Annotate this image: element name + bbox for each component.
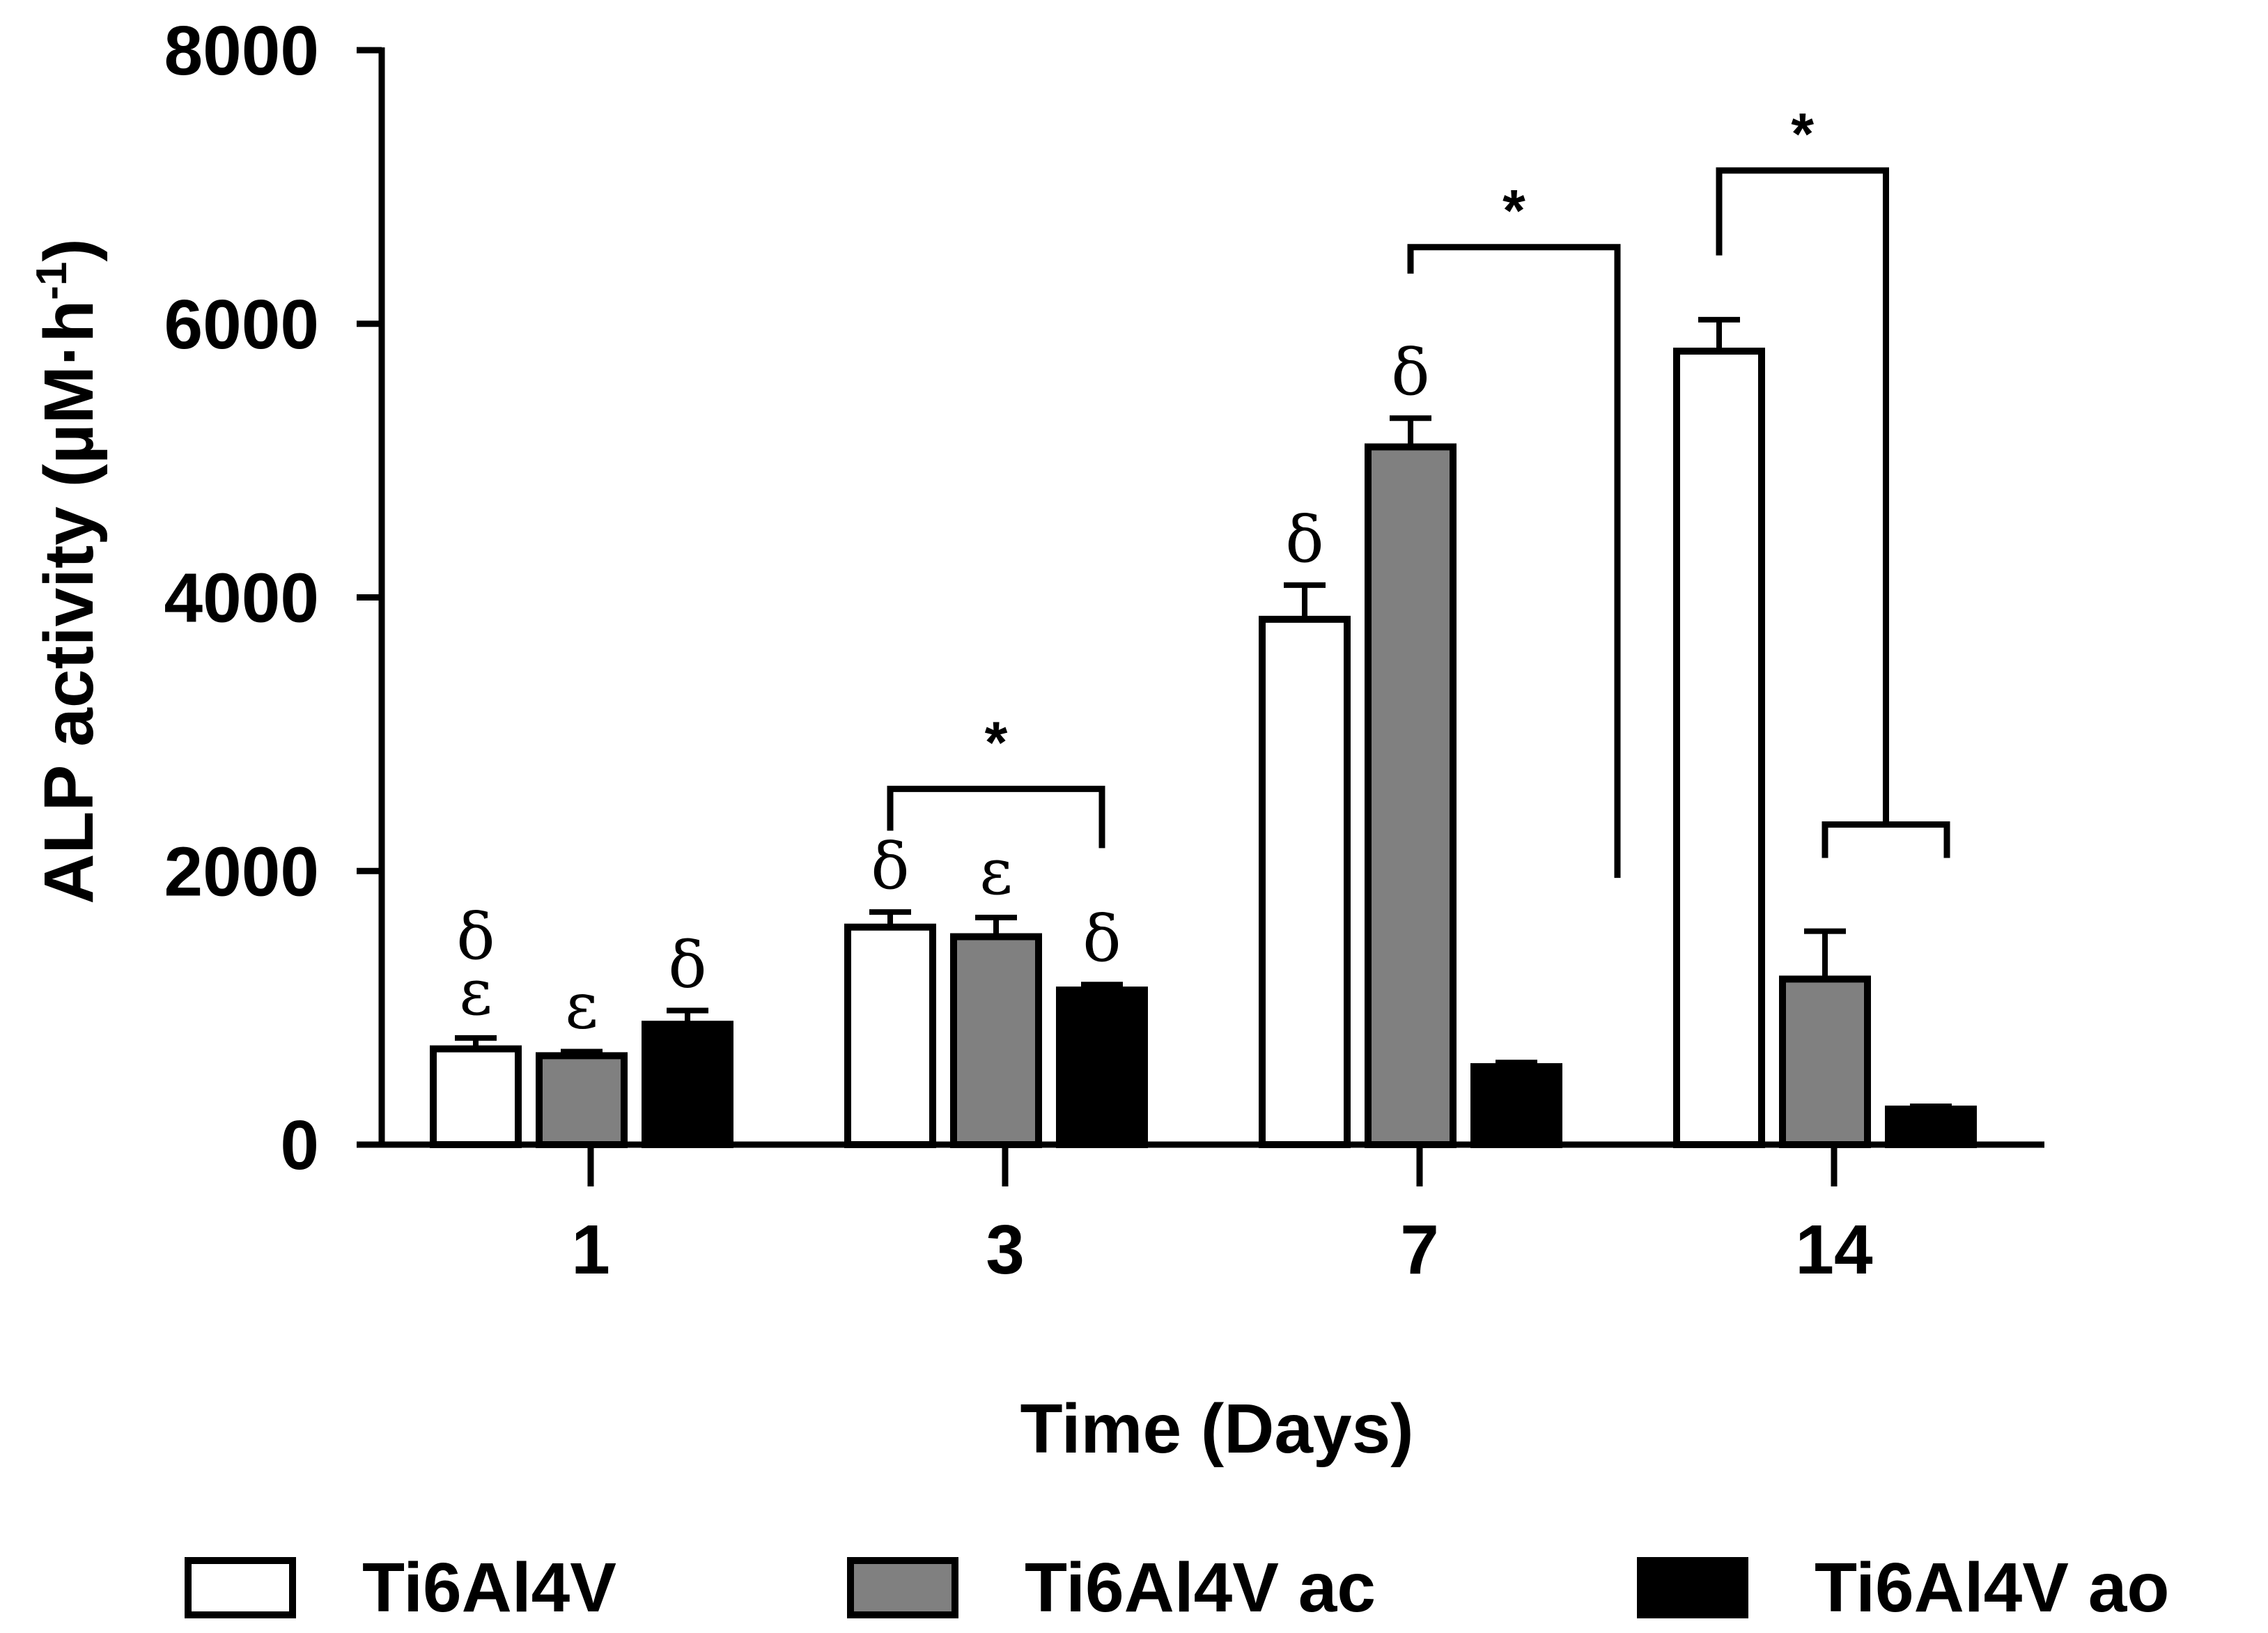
significance-label: *	[1791, 101, 1814, 167]
bar-annotation: δ	[1391, 335, 1429, 410]
y-axis-title-superscript: -1	[28, 262, 76, 300]
significance-label: *	[985, 709, 1008, 775]
bar	[1779, 975, 1871, 1148]
y-tick-label: 6000	[164, 286, 319, 364]
bar-annotation: δ	[668, 928, 706, 1003]
significance-bracket	[1716, 167, 1889, 825]
legend-swatch	[185, 1557, 296, 1618]
y-axis-title-main: ALP activity (µM·h	[30, 300, 108, 904]
bar	[536, 1052, 628, 1148]
significance-bracket-inner	[1822, 821, 1950, 858]
y-tick-label: 4000	[164, 559, 319, 637]
significance-bracket	[1407, 244, 1621, 879]
y-axis-title-close: )	[30, 238, 108, 261]
y-axis-title: ALP activity (µM·h-1)	[28, 238, 108, 904]
legend-label: Ti6Al4V ac	[1025, 1549, 1376, 1627]
y-axis-ticks: 0 2000 4000 6000 8000	[164, 12, 382, 1184]
legend-swatch	[1637, 1557, 1748, 1618]
x-tick-label: 1	[571, 1211, 610, 1289]
x-axis-title: Time (Days)	[1020, 1390, 1413, 1468]
bar-annotation: δ	[1082, 901, 1121, 976]
bar	[1259, 615, 1351, 1148]
y-tick-label: 8000	[164, 12, 319, 90]
bar	[642, 1021, 733, 1148]
significance-brackets: * * *	[887, 101, 1950, 879]
bar-annotation: δ	[871, 829, 909, 904]
y-tick-label: 0	[280, 1106, 319, 1184]
bar	[950, 933, 1042, 1148]
x-axis-ticks: 1 3 7 14	[571, 1145, 1873, 1289]
x-tick-label: 7	[1400, 1211, 1439, 1289]
bar	[430, 1045, 522, 1148]
bar	[1365, 443, 1457, 1148]
legend-swatch	[847, 1557, 958, 1618]
x-tick-label: 3	[986, 1211, 1025, 1289]
bar-annotation: ε	[565, 968, 598, 1043]
bar	[1056, 986, 1148, 1148]
significance-label: *	[1502, 178, 1525, 243]
legend: Ti6Al4V Ti6Al4V ac Ti6Al4V ao	[185, 1549, 2169, 1627]
significance-bracket	[887, 785, 1105, 849]
bar-annotation: ε	[979, 835, 1013, 909]
bar	[1673, 348, 1765, 1148]
bar	[1885, 1105, 1977, 1149]
bar	[1470, 1063, 1562, 1149]
x-tick-label: 14	[1795, 1211, 1873, 1289]
bar	[844, 923, 936, 1149]
legend-label: Ti6Al4V	[362, 1549, 616, 1627]
legend-label: Ti6Al4V ao	[1815, 1549, 2169, 1627]
bar-annotation: δ	[1285, 502, 1323, 577]
bars	[430, 316, 1977, 1149]
y-tick-label: 2000	[164, 833, 319, 911]
